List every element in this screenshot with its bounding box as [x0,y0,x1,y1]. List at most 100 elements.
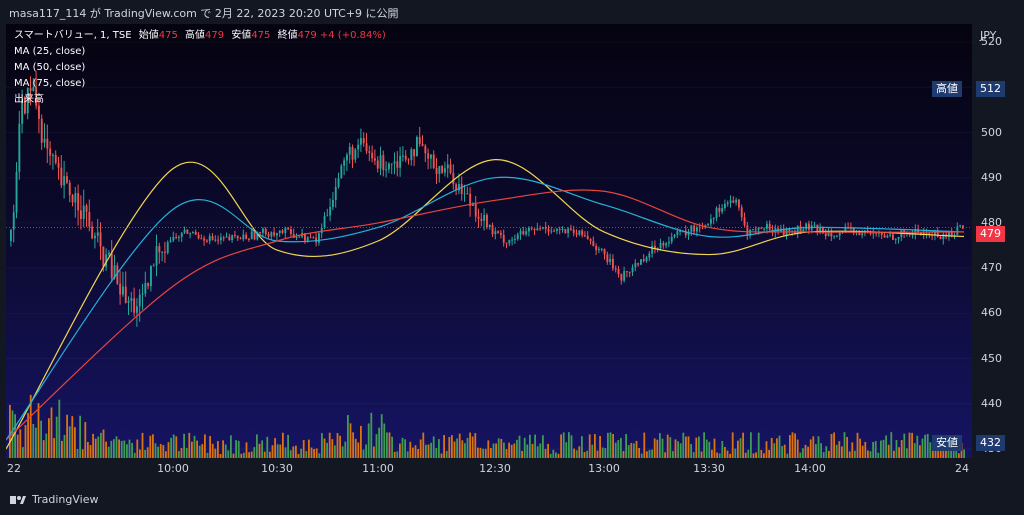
candle-body [799,226,802,232]
volume-bar [300,448,302,458]
time-tick: 10:00 [157,462,189,475]
candle-body [304,233,306,241]
candle-body [77,193,80,211]
candle-body [421,143,424,146]
volume-bar [560,434,562,458]
candle-body [662,242,665,246]
volume-bar [118,439,120,458]
legend-ma50[interactable]: MA (50, close) [14,62,86,73]
volume-bar [807,446,809,458]
candle-body [802,229,805,232]
volume-bar [666,434,669,458]
volume-bar [58,399,61,458]
footer: TradingView [0,484,1024,515]
volume-bar [79,415,81,458]
volume-bar [191,441,193,458]
volume-bar [477,447,479,458]
volume-bar [861,445,864,458]
volume-bar [136,439,139,458]
volume-bar [183,433,185,458]
volume-bar [159,443,162,458]
candle-body [332,199,334,207]
volume-bar [185,447,188,458]
volume-bar [625,434,627,458]
volume-bar [921,438,924,458]
volume-bar [573,448,575,458]
candle-body [155,246,158,266]
volume-bar [846,437,848,458]
candle-body [418,137,421,144]
candle-body [337,178,340,188]
volume-bar [594,434,596,458]
candle-body [430,154,432,159]
candle-body [606,254,609,262]
volume-bar [240,453,243,458]
low-value: 475 [251,30,271,41]
candle-body [516,234,519,239]
volume-bar [74,427,76,458]
volume-bar [646,451,648,458]
legend-ma25[interactable]: MA (25, close) [14,46,86,57]
time-tick: 22 [7,462,21,475]
volume-bar [175,436,178,458]
legend-volume[interactable]: 出来高 [14,94,44,105]
volume-bar [742,432,744,458]
candle-body [18,123,21,172]
chart-area[interactable] [6,24,972,458]
volume-bar [630,442,633,458]
volume-bar [357,442,360,458]
volume-bar [581,436,583,458]
candle-body [738,199,740,208]
candle-body [729,200,732,203]
candle-body [477,216,480,219]
candle-body [340,165,343,179]
volume-bar [362,449,365,458]
candle-body [287,227,290,230]
volume-bar [674,439,677,458]
candle-body [318,233,320,243]
volume-bar [843,432,846,458]
volume-bar [302,440,305,458]
volume-bar [695,437,698,458]
candle-body [939,236,942,240]
volume-bar [661,438,664,458]
candle-body [491,224,494,235]
volume-bar [516,439,518,458]
symbol-label[interactable]: スマートバリュー, 1, TSE [14,30,132,41]
candle-body [788,228,791,231]
candle-body [130,298,133,302]
volume-bar [531,443,534,458]
volume-bar [430,442,432,458]
candle-body [718,207,721,212]
candle-body [208,236,211,242]
volume-bar [781,446,783,458]
candle-body [26,87,29,114]
volume-bar [334,445,336,458]
volume-bar [854,450,856,458]
candle-body [586,236,589,239]
volume-bar [651,449,653,458]
volume-bar [266,436,269,458]
volume-bar [789,435,791,458]
candle-body [144,283,147,294]
volume-bar [900,440,903,458]
candle-body [278,230,281,234]
volume-bar [752,453,755,458]
volume-bar [425,444,427,458]
volume-bar [391,436,393,458]
volume-bar [828,450,830,458]
candle-body [245,234,248,239]
candle-body [197,234,200,239]
volume-bar [297,453,300,458]
change-value: +4 (+0.84%) [319,30,386,41]
legend-ma75[interactable]: MA (75, close) [14,78,86,89]
volume-bar [81,449,84,458]
candle-body [248,238,250,240]
volume-bar [492,443,495,458]
volume-bar [230,435,232,458]
tradingview-logo[interactable]: TradingView [10,493,98,506]
candle-body [141,293,144,295]
time-axis[interactable]: 22 10:00 10:30 11:00 12:30 13:00 13:30 14:00 24 [0,458,1024,484]
volume-bar [399,443,401,458]
candle-body [91,226,94,239]
